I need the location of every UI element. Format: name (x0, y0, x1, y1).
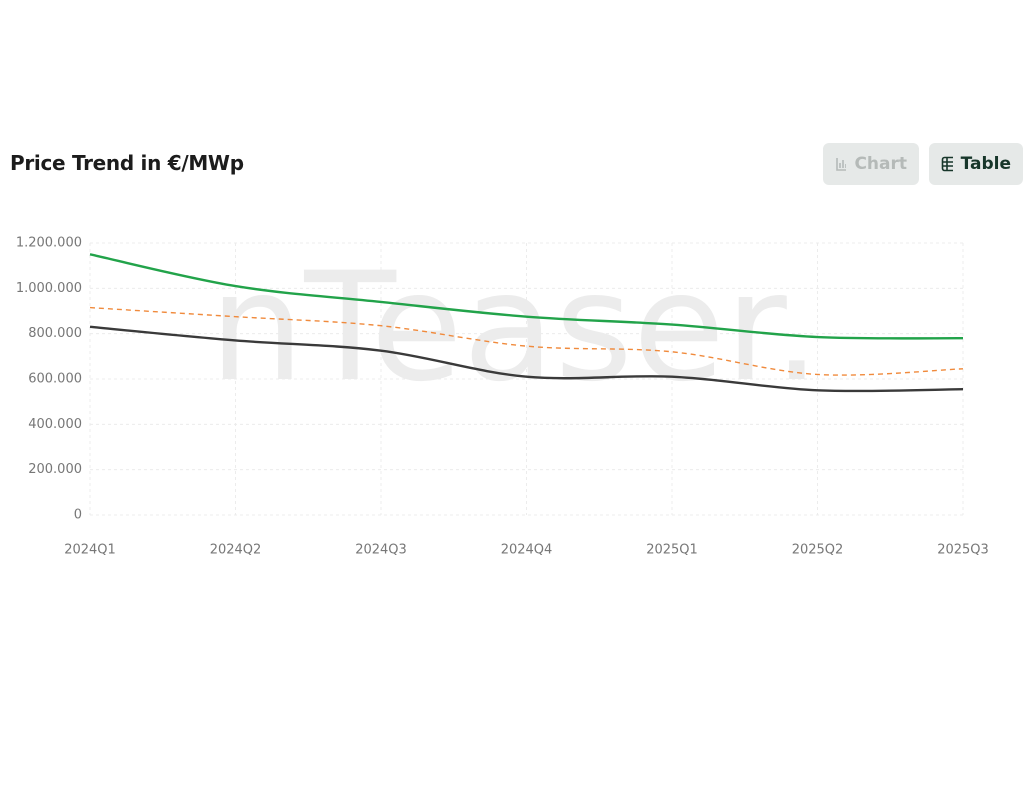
chart: nTeaser. 0 200.000 400.000 600.000 800.000 1.… (16, 236, 989, 558)
x-tick-label: 2024Q2 (210, 543, 262, 558)
series-line (89, 306, 964, 376)
title: Price Trend in €/MWp (10, 151, 244, 175)
button-label: Table (960, 154, 1011, 174)
x-tick-label: 2024Q3 (355, 543, 407, 558)
y-tick-label: 200.000 (28, 462, 82, 477)
button-label: Chart (854, 154, 907, 174)
series-line (89, 325, 964, 393)
chart-button[interactable]: Chart (823, 143, 919, 185)
watermark: nTeaser. (209, 241, 820, 415)
series-line (89, 253, 964, 340)
x-tick-label: 2025Q2 (792, 543, 844, 558)
y-tick-label: 400.000 (28, 417, 82, 432)
table-icon (941, 156, 953, 172)
x-tick-label: 2024Q4 (501, 543, 553, 558)
x-tick-label: 2024Q1 (64, 543, 116, 558)
y-tick-label: 800.000 (28, 326, 82, 341)
chart-icon (836, 158, 847, 171)
page: Price Trend in €/MWp Chart Table nTeaser… (10, 143, 1023, 558)
table-button[interactable]: Table (929, 143, 1023, 185)
x-tick-label: 2025Q3 (937, 543, 989, 558)
y-tick-label: 1.000.000 (16, 281, 82, 296)
y-tick-label: 1.200.000 (16, 236, 82, 251)
y-tick-label: 600.000 (28, 372, 82, 387)
y-tick-label: 0 (74, 508, 82, 523)
x-tick-label: 2025Q1 (646, 543, 698, 558)
